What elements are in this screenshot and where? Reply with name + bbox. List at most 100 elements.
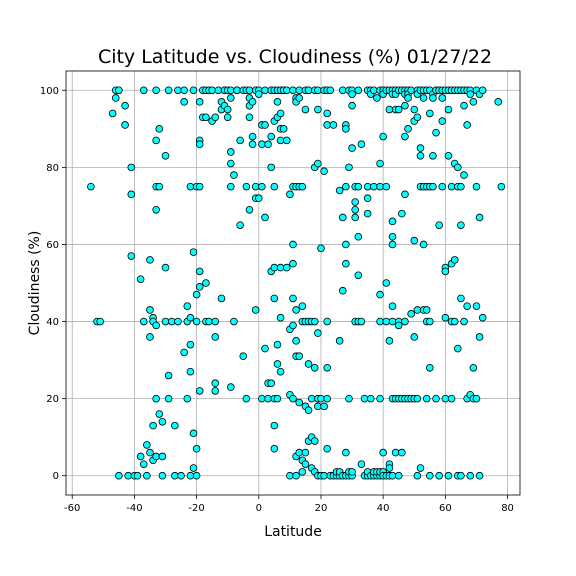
data-point <box>239 352 248 361</box>
data-point <box>447 394 456 403</box>
data-point <box>146 306 154 314</box>
data-point <box>139 86 148 95</box>
data-point <box>310 437 319 445</box>
data-point <box>314 159 322 168</box>
data-point <box>342 182 350 191</box>
data-point <box>295 448 304 457</box>
data-point <box>376 394 384 403</box>
data-point <box>295 352 304 361</box>
data-point <box>357 460 366 468</box>
data-point <box>426 317 434 326</box>
data-point <box>261 86 269 95</box>
data-point <box>314 86 322 95</box>
data-point <box>251 182 260 191</box>
data-point <box>444 471 453 480</box>
y-tick-label: 20 <box>46 394 59 405</box>
data-point <box>186 367 195 376</box>
data-point <box>394 471 403 480</box>
data-point <box>376 159 384 168</box>
data-point <box>108 109 117 118</box>
data-point <box>463 121 471 129</box>
data-point <box>444 105 453 114</box>
data-point <box>254 194 263 203</box>
data-point <box>432 394 440 403</box>
data-point <box>413 471 422 480</box>
data-point <box>292 306 300 314</box>
data-point <box>152 452 160 461</box>
data-point <box>115 86 123 95</box>
data-point <box>217 294 226 303</box>
data-point <box>342 240 350 249</box>
data-point <box>152 86 160 95</box>
data-point <box>136 452 145 461</box>
data-point <box>323 121 332 129</box>
y-tick-label: 40 <box>46 317 59 328</box>
data-point <box>376 182 384 191</box>
data-point <box>388 317 397 326</box>
data-point <box>348 101 356 110</box>
data-point <box>450 317 459 326</box>
data-point <box>472 394 481 403</box>
data-point <box>323 444 332 453</box>
x-tick-label: 20 <box>315 503 328 514</box>
data-point <box>195 267 204 276</box>
data-point <box>435 221 443 229</box>
data-point <box>379 448 387 457</box>
data-point <box>413 306 422 314</box>
data-point <box>338 213 347 222</box>
data-point <box>227 148 235 156</box>
data-point <box>426 109 434 118</box>
data-point <box>329 121 338 129</box>
chart-title: City Latitude vs. Cloudiness (%) 01/27/2… <box>98 46 492 68</box>
data-point <box>230 317 238 326</box>
data-point <box>208 86 216 95</box>
data-point <box>286 190 294 199</box>
data-point <box>388 240 397 249</box>
data-point <box>214 86 223 95</box>
data-point <box>388 302 397 310</box>
data-point <box>444 152 453 160</box>
data-point <box>354 232 363 241</box>
data-point <box>186 340 195 349</box>
data-point <box>413 394 422 403</box>
data-point <box>317 394 325 403</box>
data-point <box>391 448 400 457</box>
data-point <box>158 452 167 461</box>
x-tick-label: 60 <box>439 503 452 514</box>
data-point <box>382 279 391 287</box>
data-point <box>236 221 244 229</box>
data-point <box>342 259 350 268</box>
data-point <box>454 163 462 172</box>
data-point <box>304 86 313 95</box>
data-point <box>385 464 394 472</box>
data-point <box>382 317 391 326</box>
data-point <box>161 317 170 326</box>
data-point <box>276 263 285 272</box>
data-point <box>314 402 322 411</box>
data-point <box>236 136 244 145</box>
data-point <box>261 344 269 353</box>
x-tick-label: 0 <box>256 503 262 514</box>
data-point <box>127 252 136 260</box>
data-point <box>416 152 425 160</box>
data-point <box>258 182 266 191</box>
data-point <box>143 471 151 480</box>
data-point <box>351 198 359 206</box>
data-point <box>429 182 437 191</box>
data-point <box>475 213 484 222</box>
data-point <box>348 90 356 98</box>
data-point <box>146 256 154 264</box>
data-point <box>338 286 347 295</box>
data-point <box>429 152 437 160</box>
data-point <box>186 471 195 480</box>
data-point <box>422 394 431 403</box>
data-point <box>167 317 176 326</box>
data-point <box>227 182 235 191</box>
data-point <box>376 290 384 299</box>
data-point <box>245 86 254 95</box>
data-point <box>351 213 359 222</box>
data-point <box>258 394 266 403</box>
data-point <box>282 263 291 272</box>
data-point <box>441 313 450 322</box>
x-tick-label: 40 <box>377 503 390 514</box>
